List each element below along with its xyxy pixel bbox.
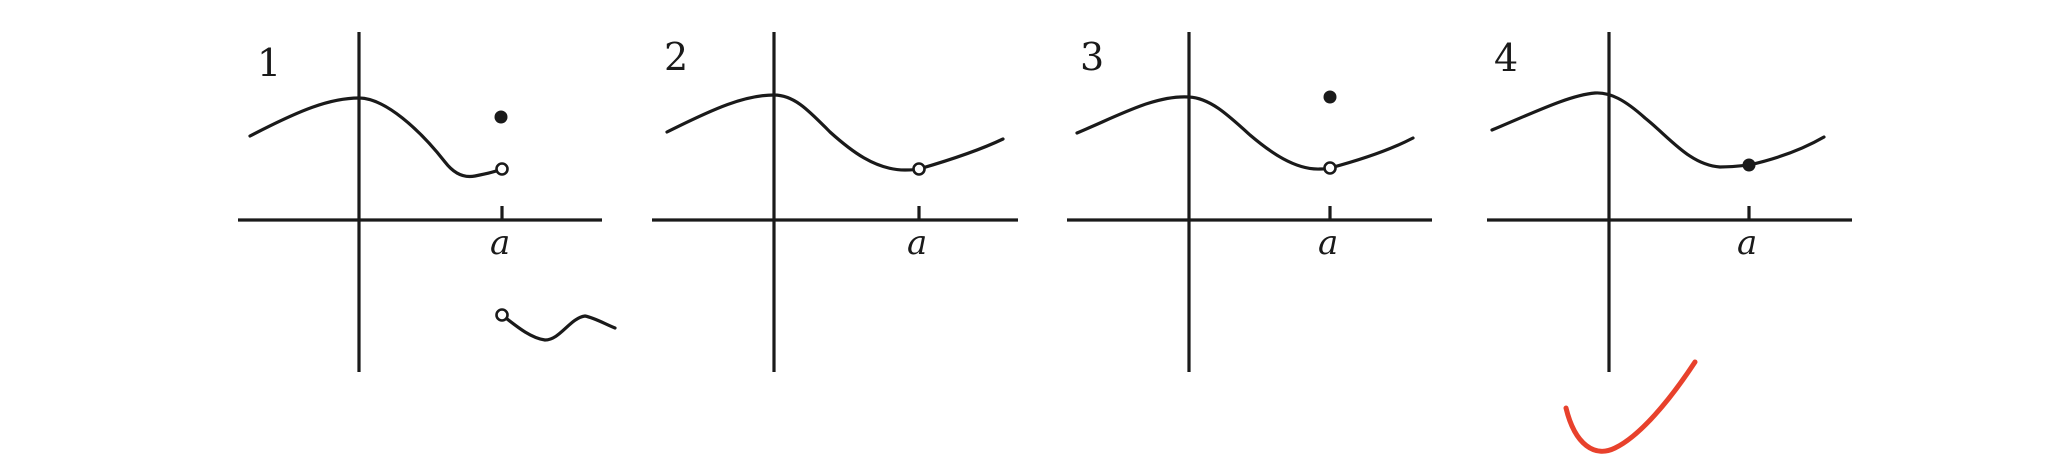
panel-number: 4 bbox=[1494, 36, 1518, 80]
tick-label-a: a bbox=[1318, 223, 1338, 263]
tick-label-a: a bbox=[490, 223, 510, 263]
panel-2: 2 a bbox=[652, 32, 1018, 372]
filled-dot-value bbox=[494, 110, 508, 124]
tick-label-a: a bbox=[907, 223, 927, 263]
function-curve bbox=[665, 93, 1005, 172]
panel-1: 1 a bbox=[238, 32, 617, 372]
function-curve-left bbox=[248, 96, 504, 179]
function-curve bbox=[1490, 91, 1826, 169]
checkmark-icon bbox=[1563, 359, 1698, 454]
filled-dot-value bbox=[1742, 158, 1756, 172]
open-dot-hole bbox=[1323, 161, 1337, 175]
panel-number: 2 bbox=[664, 35, 688, 79]
filled-dot-value bbox=[1323, 90, 1337, 104]
panel-4: 4 a bbox=[1487, 32, 1852, 372]
tick-label-a: a bbox=[1737, 223, 1757, 263]
open-dot-left-limit bbox=[495, 162, 509, 176]
panel-number: 3 bbox=[1080, 35, 1104, 79]
open-dot-right-limit bbox=[495, 308, 509, 322]
open-dot-hole bbox=[912, 162, 926, 176]
function-curve-right bbox=[500, 313, 617, 342]
function-curve bbox=[1075, 95, 1415, 171]
panel-3: 3 a bbox=[1067, 32, 1432, 372]
panel-number: 1 bbox=[257, 41, 281, 85]
